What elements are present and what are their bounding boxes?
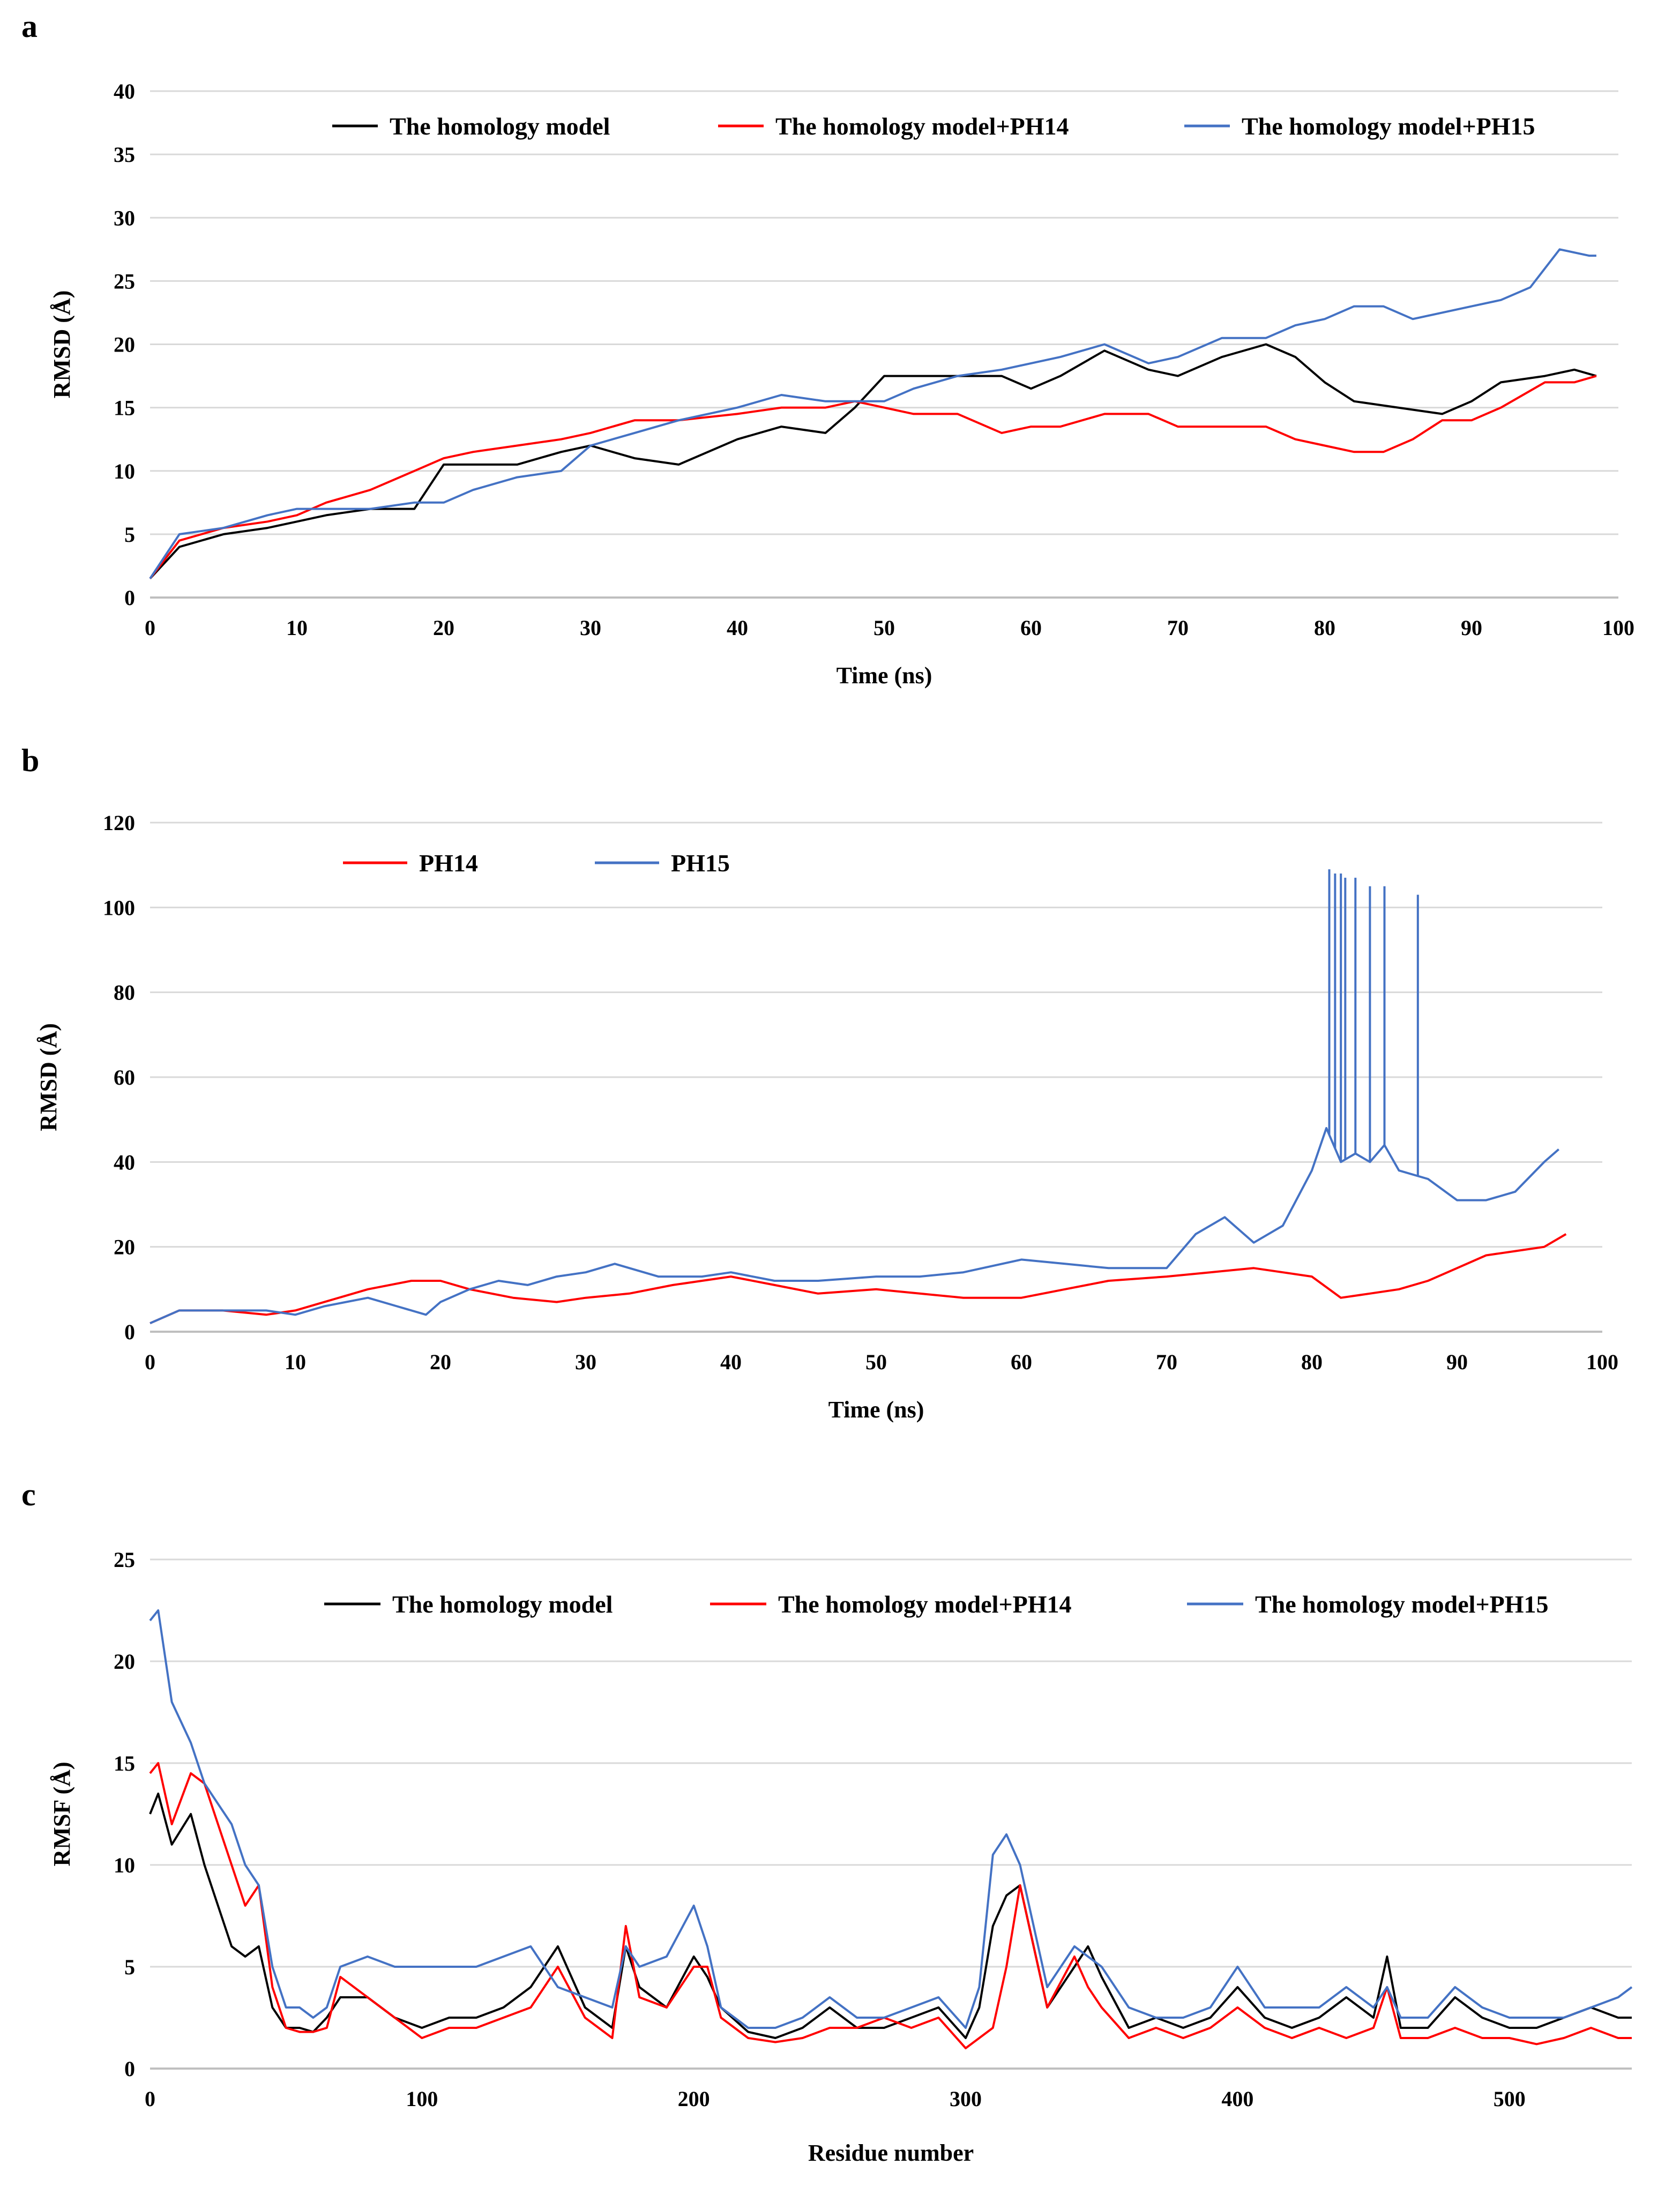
chart-panel-b: 0 20 40 60 80 100 120 0 10 20 30 40 50 60 70 80 90 100 Tim…	[35, 811, 1618, 1423]
x-tick-label: 60	[1011, 1350, 1032, 1374]
x-axis-title: Residue number	[808, 2140, 974, 2166]
legend-label: The homology model+PH14	[778, 1591, 1072, 1618]
series-line-the-homology-model	[149, 343, 1597, 579]
x-tick-label: 80	[1301, 1350, 1323, 1374]
legend-label: The homology model+PH14	[775, 113, 1069, 140]
x-tick-label: 10	[286, 616, 308, 640]
legend-label: PH14	[419, 849, 478, 877]
x-tick-label: 60	[1020, 616, 1042, 640]
x-tick-label: 90	[1461, 616, 1482, 640]
y-axis-title: RMSF (Å)	[49, 1761, 75, 1866]
y-tick-label: 20	[114, 333, 135, 357]
y-axis-title: RMSD (Å)	[35, 1023, 62, 1131]
x-tick-label: 40	[720, 1350, 742, 1374]
y-tick-label: 25	[114, 1548, 135, 1572]
y-tick-label: 40	[114, 1150, 135, 1174]
x-axis-title: Time (ns)	[828, 1397, 924, 1423]
x-tick-label: 0	[145, 1350, 155, 1374]
legend-label: The homology model+PH15	[1255, 1591, 1549, 1618]
series-line-the-homology-model-ph15	[149, 248, 1596, 579]
x-tick-label: 70	[1167, 616, 1189, 640]
y-tick-label: 5	[124, 1955, 135, 1979]
y-tick-label: 30	[114, 206, 135, 230]
y-tick-label: 80	[114, 981, 135, 1005]
x-tick-label: 300	[950, 2087, 982, 2111]
x-tick-label: 30	[580, 616, 601, 640]
y-tick-label: 0	[124, 2057, 135, 2081]
x-axis-title: Time (ns)	[837, 662, 932, 689]
series-line-the-homology-model-ph14	[149, 375, 1597, 579]
legend-label: The homology model	[390, 113, 610, 140]
panel-label-b: b	[21, 743, 40, 778]
x-tick-label: 400	[1221, 2087, 1253, 2111]
y-tick-label: 15	[114, 396, 135, 420]
x-tick-label: 200	[678, 2087, 710, 2111]
x-tick-label: 50	[873, 616, 895, 640]
y-tick-label: 0	[124, 586, 135, 610]
x-tick-label: 100	[406, 2087, 438, 2111]
x-tick-label: 100	[1586, 1350, 1618, 1374]
chart-panel-a: 0 5 10 15 20 25 30 35 40 0 10 20 30 40 50 60 70 80 90 100 Ti…	[49, 79, 1634, 689]
y-tick-label: 10	[114, 459, 135, 483]
y-tick-label: 20	[114, 1235, 135, 1259]
series-line-the-homology-model-ph14	[149, 1762, 1632, 2049]
x-tick-label: 70	[1156, 1350, 1177, 1374]
y-tick-label: 20	[114, 1649, 135, 1674]
y-axis-title: RMSD (Å)	[49, 290, 75, 399]
legend-label: The homology model+PH15	[1242, 113, 1535, 140]
x-tick-label: 0	[145, 2087, 155, 2111]
x-tick-label: 50	[865, 1350, 887, 1374]
x-tick-label: 40	[727, 616, 748, 640]
series-line-ph14	[150, 1233, 1567, 1325]
x-tick-label: 10	[285, 1350, 306, 1374]
y-tick-label: 35	[114, 143, 135, 167]
x-tick-label: 500	[1494, 2087, 1526, 2111]
x-tick-label: 20	[433, 616, 454, 640]
series-line-the-homology-model	[149, 1793, 1632, 2039]
x-tick-label: 0	[145, 616, 155, 640]
y-tick-label: 25	[114, 269, 135, 293]
series-line-ph15	[150, 1127, 1560, 1325]
y-tick-label: 5	[124, 523, 135, 547]
y-tick-label: 15	[114, 1751, 135, 1775]
x-tick-label: 90	[1446, 1350, 1468, 1374]
y-tick-label: 0	[124, 1320, 135, 1344]
y-tick-label: 40	[114, 79, 135, 103]
series-line-the-homology-model-ph15	[149, 1609, 1633, 2029]
y-tick-label: 120	[103, 811, 135, 835]
y-tick-label: 60	[114, 1065, 135, 1089]
legend-label: PH15	[671, 849, 730, 877]
panel-label-c: c	[21, 1477, 36, 1512]
panel-label-a: a	[21, 9, 38, 44]
x-tick-label: 30	[575, 1350, 596, 1374]
legend-label: The homology model	[392, 1591, 613, 1618]
y-tick-label: 10	[114, 1853, 135, 1877]
x-tick-label: 100	[1602, 616, 1634, 640]
x-tick-label: 80	[1314, 616, 1335, 640]
chart-panel-c: 0 5 10 15 20 25 0 100 200 300 400 500 Residue number…	[49, 1548, 1633, 2166]
x-tick-label: 20	[430, 1350, 451, 1374]
y-tick-label: 100	[103, 895, 135, 920]
